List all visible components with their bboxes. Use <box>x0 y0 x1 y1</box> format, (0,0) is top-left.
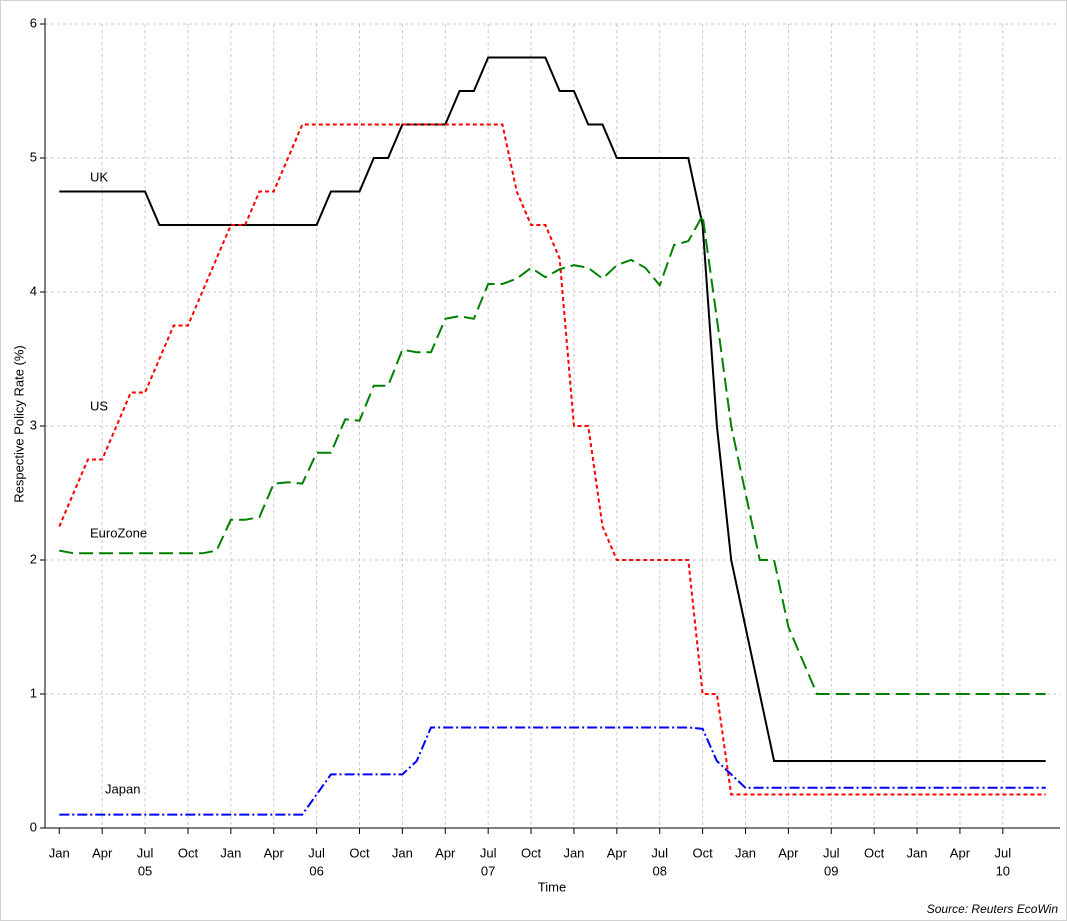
x-tick-label: Apr <box>435 845 456 860</box>
y-tick-label: 6 <box>30 15 37 30</box>
y-tick-label: 5 <box>30 149 37 164</box>
source: Source: Reuters EcoWin <box>927 902 1059 916</box>
series-line <box>59 726 1046 816</box>
x-year-label: 08 <box>652 863 666 878</box>
x-tick-label: Jan <box>392 845 413 860</box>
x-tick-label: Oct <box>178 845 199 860</box>
series-line <box>59 56 1046 762</box>
x-tick-label: Jul <box>651 845 668 860</box>
x-year-label: 05 <box>138 863 152 878</box>
x-year-label: 10 <box>996 863 1010 878</box>
x-axis-label: Time <box>538 879 566 894</box>
x-tick-label: Jan <box>563 845 584 860</box>
x-tick-label: Jan <box>220 845 241 860</box>
x-tick-label: Oct <box>521 845 542 860</box>
y-tick-label: 0 <box>30 819 37 834</box>
x-tick-label: Oct <box>864 845 885 860</box>
x-tick-label: Apr <box>92 845 113 860</box>
y-tick-label: 1 <box>30 685 37 700</box>
x-tick-label: Jan <box>49 845 70 860</box>
x-tick-label: Oct <box>349 845 370 860</box>
series-label: Japan <box>105 781 140 796</box>
x-tick-label: Jan <box>907 845 928 860</box>
x-tick-label: Jul <box>995 845 1012 860</box>
x-tick-label: Jan <box>735 845 756 860</box>
x-tick-label: Oct <box>692 845 713 860</box>
x-tick-label: Jul <box>137 845 154 860</box>
series-label: EuroZone <box>90 525 147 540</box>
x-year-label: 07 <box>481 863 495 878</box>
x-tick-label: Apr <box>778 845 799 860</box>
x-tick-label: Jul <box>308 845 325 860</box>
series-line <box>58 123 1046 796</box>
x-year-label: 09 <box>824 863 838 878</box>
x-tick-label: Apr <box>264 845 285 860</box>
x-tick-label: Apr <box>950 845 971 860</box>
x-tick-label: Jul <box>823 845 840 860</box>
x-year-label: 06 <box>309 863 323 878</box>
x-tick-label: Apr <box>607 845 628 860</box>
y-tick-label: 2 <box>30 551 37 566</box>
y-axis-label: Respective Policy Rate (%) <box>11 345 26 503</box>
series-line <box>59 212 1046 695</box>
x-tick-label: Jul <box>480 845 497 860</box>
series-label: US <box>90 398 108 413</box>
y-tick-label: 4 <box>30 283 37 298</box>
series-label: UK <box>90 169 108 184</box>
y-tick-label: 3 <box>30 417 37 432</box>
